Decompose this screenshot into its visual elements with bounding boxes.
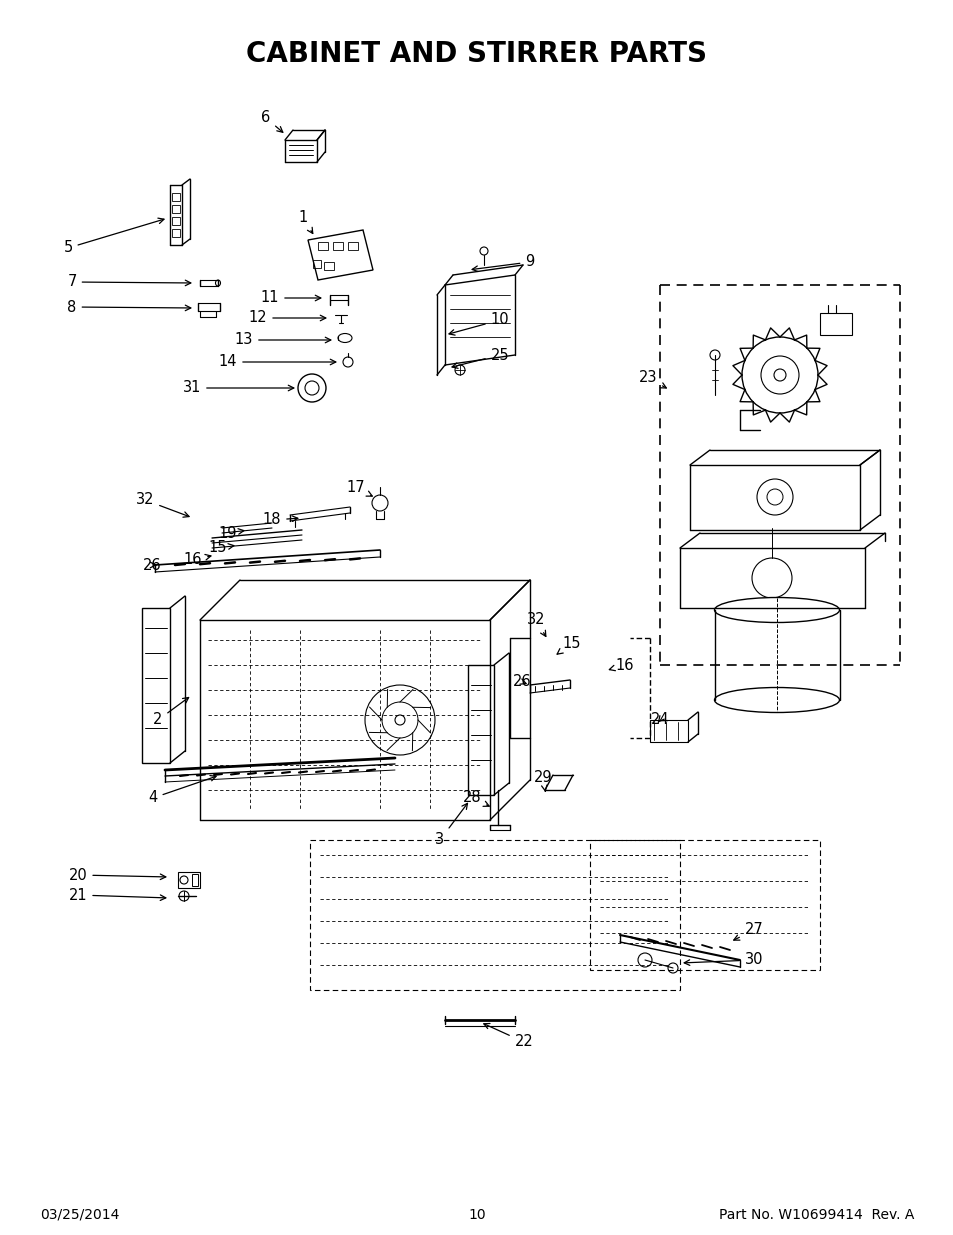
Text: 2: 2 xyxy=(153,698,189,727)
Text: 15: 15 xyxy=(209,541,233,556)
Text: 1: 1 xyxy=(298,210,313,233)
Bar xyxy=(317,242,328,249)
Bar xyxy=(820,312,851,335)
Text: 26: 26 xyxy=(512,674,531,689)
Text: 5: 5 xyxy=(63,219,164,256)
Bar xyxy=(468,664,494,795)
Text: 4: 4 xyxy=(149,776,215,805)
Text: 03/25/2014: 03/25/2014 xyxy=(40,1208,119,1221)
Text: 27: 27 xyxy=(733,923,762,940)
Text: 31: 31 xyxy=(183,380,294,395)
Ellipse shape xyxy=(714,598,839,622)
Text: 26: 26 xyxy=(143,557,161,573)
Text: 8: 8 xyxy=(68,300,191,315)
Circle shape xyxy=(773,369,785,382)
Bar xyxy=(172,205,180,212)
Text: 23: 23 xyxy=(639,370,665,388)
Text: 22: 22 xyxy=(483,1024,533,1050)
Text: 15: 15 xyxy=(557,636,580,655)
Text: 10: 10 xyxy=(468,1208,485,1221)
Bar xyxy=(178,872,200,888)
Text: 21: 21 xyxy=(69,888,166,903)
Text: CABINET AND STIRRER PARTS: CABINET AND STIRRER PARTS xyxy=(246,40,707,68)
Text: 30: 30 xyxy=(683,952,762,967)
Text: 7: 7 xyxy=(68,274,191,289)
Text: 16: 16 xyxy=(609,657,634,673)
Bar xyxy=(589,840,820,969)
Bar xyxy=(313,261,320,268)
Bar xyxy=(649,720,687,742)
Bar xyxy=(333,242,343,249)
Text: Part No. W10699414  Rev. A: Part No. W10699414 Rev. A xyxy=(718,1208,913,1221)
Text: 29: 29 xyxy=(533,771,552,792)
Text: 18: 18 xyxy=(262,513,297,527)
Bar xyxy=(142,608,170,763)
Bar xyxy=(172,217,180,225)
Text: 12: 12 xyxy=(249,310,326,326)
Text: 19: 19 xyxy=(218,526,244,541)
Text: 24: 24 xyxy=(650,713,669,727)
Text: 9: 9 xyxy=(472,254,534,272)
Text: 14: 14 xyxy=(218,354,335,369)
Text: 10: 10 xyxy=(449,312,509,335)
Text: 32: 32 xyxy=(135,493,189,517)
Text: 17: 17 xyxy=(346,480,372,496)
Text: 16: 16 xyxy=(184,552,211,568)
Ellipse shape xyxy=(215,280,220,287)
Bar xyxy=(172,193,180,201)
Bar xyxy=(348,242,357,249)
Bar xyxy=(310,840,679,990)
Text: 25: 25 xyxy=(452,347,509,368)
Bar xyxy=(192,874,198,885)
Text: 28: 28 xyxy=(462,790,489,806)
Text: 6: 6 xyxy=(261,110,282,132)
Text: 11: 11 xyxy=(260,290,320,305)
Text: 3: 3 xyxy=(435,803,467,847)
Text: 20: 20 xyxy=(69,867,166,883)
Text: 32: 32 xyxy=(526,613,545,636)
Bar xyxy=(324,262,334,270)
Text: 13: 13 xyxy=(234,332,331,347)
Bar xyxy=(172,228,180,237)
